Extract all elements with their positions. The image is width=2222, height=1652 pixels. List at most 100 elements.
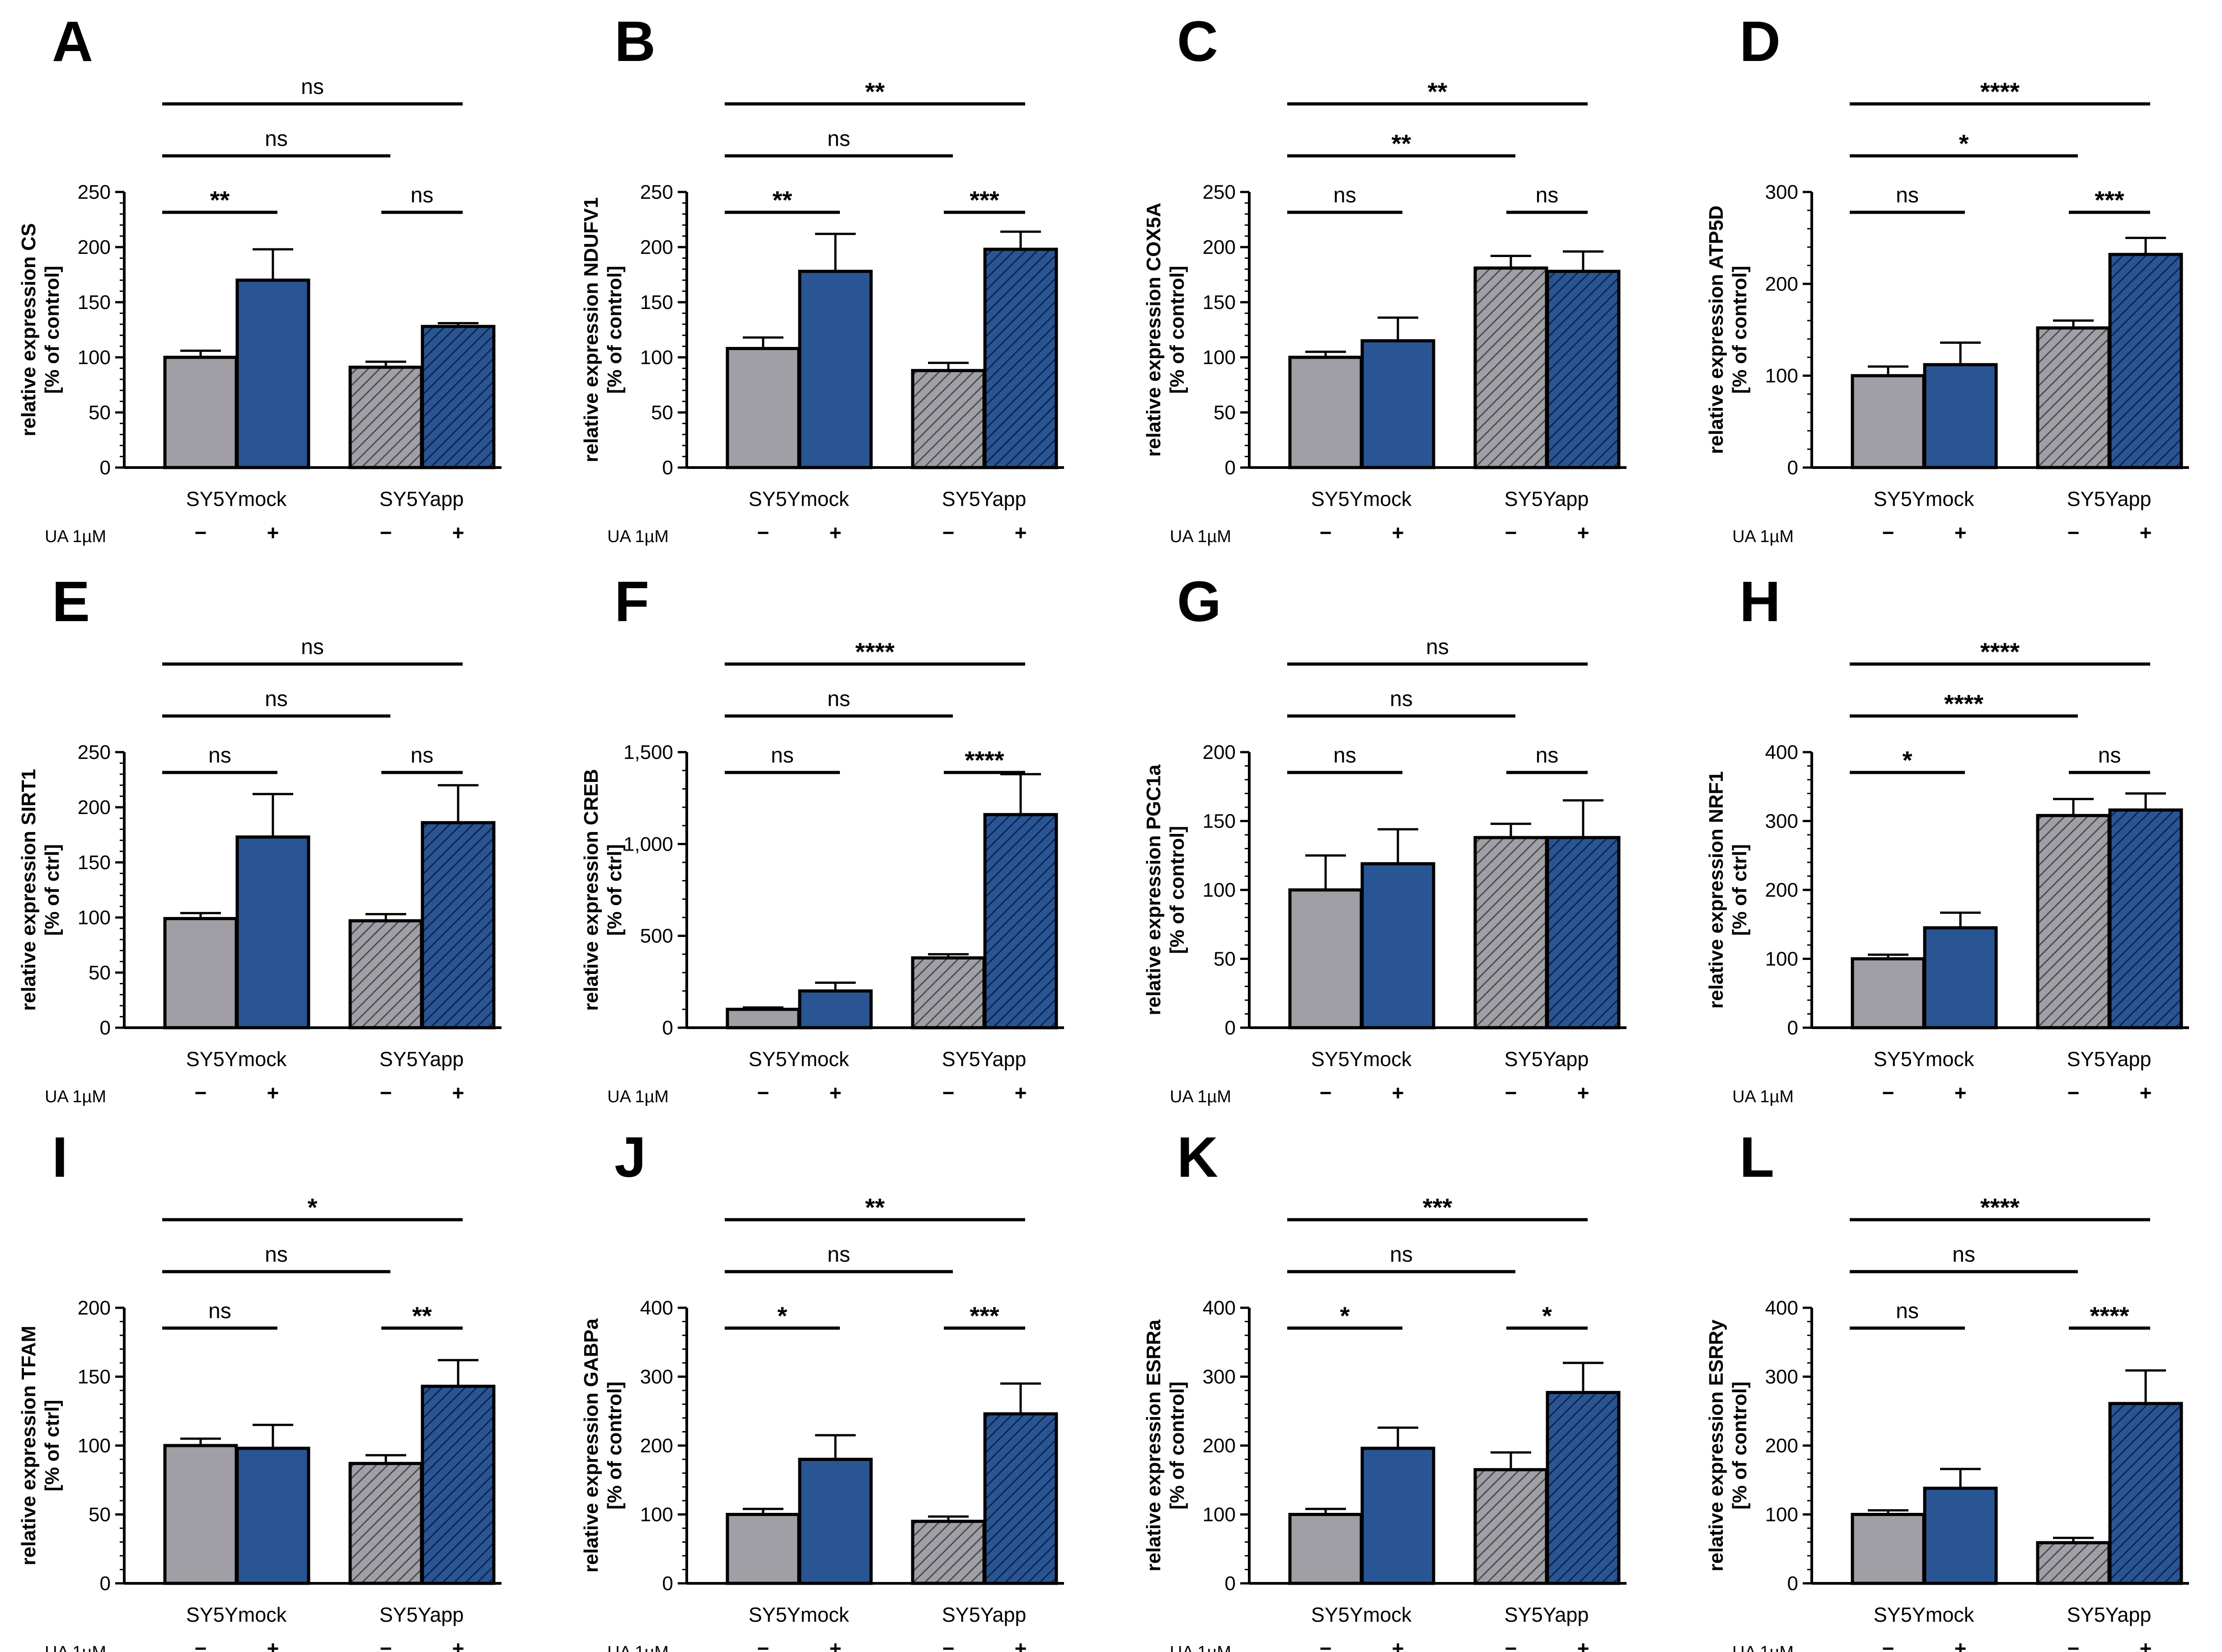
treatment-sign: + [2140,1637,2152,1652]
treatment-sign: − [1505,521,1517,544]
treatment-sign: + [1015,521,1027,544]
significance-label: ns [411,183,434,207]
bar [1360,1446,1435,1585]
significance-label: ns [771,744,794,768]
y-tick-label: 100 [78,907,111,929]
significance-label: ns [265,687,288,711]
significance-label: ** [865,1193,885,1221]
treatment-sign: − [2067,521,2080,544]
group-label: SY5Yapp [1505,1048,1589,1071]
y-tick-label: 0 [1225,457,1236,479]
y-axis-label-unit: [% of control] [604,266,626,394]
y-tick-label: 250 [78,741,111,763]
panel-letter: C [1177,9,1218,73]
y-tick-label: 100 [1765,1504,1798,1526]
significance-label: ** [210,186,230,214]
group-label: SY5Ymock [1874,487,1974,510]
bar [1851,374,1926,469]
bar [1546,836,1621,1030]
group-label: SY5Ymock [749,1603,849,1626]
treatment-sign: − [2067,1637,2080,1652]
treatment-sign: − [380,1637,392,1652]
y-tick-label: 300 [640,1366,673,1388]
bar [1923,1487,1998,1585]
treatment-sign: − [195,1081,207,1104]
y-axis-label-unit: [% of control] [604,1381,626,1510]
y-tick-label: 150 [78,291,111,314]
group-label: SY5Ymock [749,487,849,510]
group-label: SY5Yapp [380,1603,464,1626]
panel-letter: J [614,1125,646,1189]
treatment-label: UA 1µM [1732,527,1794,546]
treatment-label: UA 1µM [607,1087,669,1106]
significance-label: * [308,1193,318,1221]
bar [798,989,873,1030]
y-tick-label: 150 [1203,291,1236,314]
significance-label: ** [773,186,792,214]
significance-label: *** [1423,1193,1453,1221]
bar [983,248,1058,469]
y-tick-label: 200 [78,1297,111,1319]
y-tick-label: 400 [1765,1297,1798,1319]
significance-label: *** [970,186,999,214]
treatment-label: UA 1µM [45,1087,106,1106]
treatment-sign: + [1015,1637,1027,1652]
bar [421,1385,496,1585]
panel-letter: E [52,570,90,633]
treatment-sign: − [1320,521,1332,544]
significance-label: ** [865,77,885,106]
treatment-sign: + [452,521,464,544]
treatment-sign: − [195,521,207,544]
y-tick-label: 200 [1765,879,1798,901]
group-label: SY5Yapp [2067,487,2152,510]
bar [1288,1513,1363,1585]
significance-label: **** [1980,77,2020,106]
significance-label: ns [1390,687,1413,711]
y-tick-label: 200 [1203,1435,1236,1457]
y-tick-label: 150 [78,852,111,874]
y-tick-label: 50 [89,402,111,424]
bar [1288,888,1363,1030]
bar [1288,356,1363,469]
bar [235,278,310,469]
y-axis-label: relative expression SIRT1 [18,769,40,1011]
treatment-sign: + [452,1637,464,1652]
y-tick-label: 1,000 [623,833,673,855]
bar [983,1412,1058,1585]
y-axis-label: relative expression CS [18,223,40,436]
treatment-sign: + [1955,521,1967,544]
bar [2036,814,2111,1030]
significance-label: ns [265,1243,288,1267]
treatment-sign: − [2067,1081,2080,1104]
significance-label: ns [827,687,850,711]
y-axis-label-unit: [% of ctrl] [1729,844,1751,936]
group-label: SY5Yapp [942,1603,1027,1626]
bar [1360,339,1435,469]
significance-label: ns [827,127,850,151]
significance-label: ns [208,744,231,768]
significance-label: * [1340,1301,1350,1330]
treatment-sign: + [1577,1637,1589,1652]
y-axis-label: relative expression GABPa [580,1318,602,1572]
y-axis-label-unit: [% of control] [1166,1381,1188,1510]
y-tick-label: 250 [78,181,111,203]
y-tick-label: 100 [1765,948,1798,970]
significance-label: ns [1426,635,1449,659]
y-tick-label: 300 [1765,810,1798,833]
y-tick-label: 100 [1203,346,1236,369]
treatment-sign: − [1505,1081,1517,1104]
y-tick-label: 400 [1203,1297,1236,1319]
y-tick-label: 300 [1203,1366,1236,1388]
y-tick-label: 200 [640,1435,673,1457]
y-tick-label: 50 [89,1504,111,1526]
treatment-label: UA 1µM [1170,527,1231,546]
group-label: SY5Ymock [1311,1603,1412,1626]
treatment-sign: + [1015,1081,1027,1104]
treatment-label: UA 1µM [45,1643,106,1652]
y-tick-label: 300 [1765,1366,1798,1388]
significance-label: ** [1428,77,1448,106]
y-axis-label: relative expression ESRRy [1705,1320,1727,1572]
bar [2036,326,2111,469]
group-label: SY5Yapp [1505,1603,1589,1626]
